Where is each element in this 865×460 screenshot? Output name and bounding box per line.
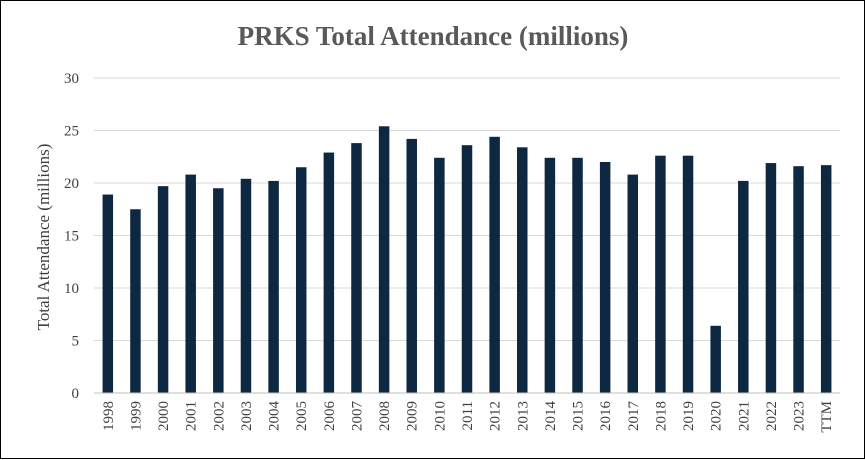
bar-2020 <box>710 325 721 393</box>
bar-ttm <box>820 165 832 393</box>
x-tick-label: 2017 <box>626 401 642 432</box>
x-tick-label: 2003 <box>239 401 255 431</box>
bar-2004 <box>268 180 279 393</box>
x-tick-label: 2005 <box>294 401 310 431</box>
bar-2021 <box>738 180 749 393</box>
bar-2000 <box>157 186 169 393</box>
x-tick-label: 2000 <box>156 401 172 431</box>
y-axis-ticks: 0 5 10 15 20 25 30 <box>64 71 79 402</box>
x-tick-label: 2018 <box>653 401 669 431</box>
bar-2022 <box>765 163 777 393</box>
x-tick-label: 2015 <box>571 401 587 431</box>
bar-2016 <box>599 162 611 393</box>
bar-2017 <box>627 174 639 393</box>
bar-2002 <box>213 188 224 393</box>
bar-2015 <box>572 157 583 393</box>
bar-2001 <box>185 174 196 393</box>
bar-2009 <box>406 138 417 393</box>
x-tick-label: 2014 <box>543 401 559 432</box>
x-tick-label: 2008 <box>377 401 393 431</box>
bar-2018 <box>655 155 666 393</box>
bar-2019 <box>682 155 694 393</box>
x-tick-label: 2011 <box>460 401 476 430</box>
x-tick-label: 2020 <box>709 401 725 431</box>
y-tick-label: 15 <box>64 229 79 245</box>
x-tick-label: 2021 <box>736 401 752 431</box>
bar-2010 <box>434 157 445 393</box>
y-tick-label: 10 <box>64 281 79 297</box>
bar-2008 <box>378 126 390 394</box>
chart-title: PRKS Total Attendance (millions) <box>238 21 629 51</box>
x-tick-label: 2001 <box>184 401 200 431</box>
x-tick-label: 2010 <box>432 401 448 431</box>
x-tick-label: 2013 <box>515 401 531 431</box>
x-tick-label: 2023 <box>792 401 808 431</box>
x-tick-label: 2022 <box>764 401 780 431</box>
bar-2006 <box>323 152 335 393</box>
x-tick-label: 2009 <box>405 401 421 431</box>
x-tick-label: 2007 <box>349 401 365 432</box>
bar-2011 <box>461 145 473 393</box>
bars <box>102 126 832 394</box>
y-tick-label: 20 <box>64 176 79 192</box>
y-tick-label: 5 <box>72 334 80 350</box>
bar-2003 <box>240 178 252 393</box>
x-tick-label: 2004 <box>267 401 283 432</box>
bar-2012 <box>489 136 500 394</box>
y-tick-label: 30 <box>64 71 79 87</box>
x-tick-label: 2006 <box>322 401 338 432</box>
y-tick-label: 25 <box>64 124 79 140</box>
x-tick-label: 1998 <box>101 401 117 431</box>
bar-1998 <box>102 194 114 393</box>
x-tick-label: 2002 <box>211 401 227 431</box>
y-tick-label: 0 <box>72 386 80 402</box>
x-tick-label: 2019 <box>681 401 697 431</box>
x-tick-label: 2016 <box>598 401 614 432</box>
y-axis-label: Total Attendance (millions) <box>34 144 53 331</box>
bar-2007 <box>351 143 362 393</box>
x-tick-label: 1999 <box>128 401 144 431</box>
bar-1999 <box>130 209 141 393</box>
bar-2014 <box>544 157 556 393</box>
bar-2013 <box>517 147 528 393</box>
bar-2005 <box>295 167 307 393</box>
x-axis-ticks: 1998 1999 2000 2001 2002 2003 2004 2005 2006 2007… <box>101 401 835 433</box>
x-tick-label: TTM <box>819 401 835 433</box>
x-tick-label: 2012 <box>488 401 504 431</box>
bar-2023 <box>793 166 804 393</box>
